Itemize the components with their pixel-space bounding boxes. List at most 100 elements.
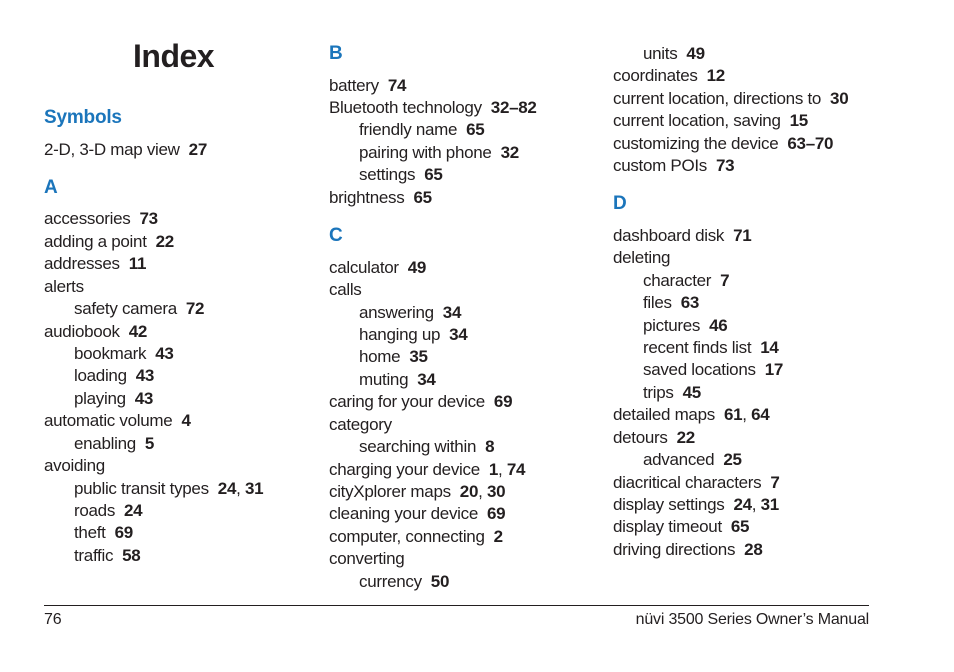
page-reference[interactable]: 1 [488, 460, 499, 479]
index-subentry: bookmark 43 [74, 343, 174, 365]
page-reference[interactable]: 32–82 [490, 98, 537, 117]
page-reference[interactable]: 43 [135, 366, 155, 385]
page-reference[interactable]: 17 [764, 360, 784, 379]
page-reference[interactable]: 35 [409, 347, 428, 366]
page-reference[interactable]: 63 [680, 293, 700, 312]
page-reference[interactable]: 22 [155, 232, 175, 251]
index-subentry: searching within 8 [359, 436, 495, 458]
page-reference[interactable]: 71 [733, 226, 752, 245]
page-reference[interactable]: 45 [682, 383, 702, 402]
page-separator: , [498, 460, 507, 479]
page-reference[interactable]: 43 [134, 389, 154, 408]
page-reference[interactable]: 42 [128, 322, 148, 341]
index-term: theft [74, 523, 106, 542]
index-term: enabling [74, 434, 136, 453]
page-reference[interactable]: 69 [486, 504, 506, 523]
index-subentry: public transit types 24, 31 [74, 478, 264, 500]
index-entry: converting [329, 548, 405, 570]
index-term: avoiding [44, 456, 105, 475]
page-reference[interactable]: 74 [506, 460, 526, 479]
index-term: deleting [613, 248, 671, 267]
page-reference[interactable]: 65 [424, 165, 443, 184]
page-separator: , [236, 479, 245, 498]
index-entry: current location, directions to 30 [613, 88, 849, 110]
page-reference[interactable]: 20 [459, 482, 479, 501]
index-term: currency [359, 572, 422, 591]
page-reference[interactable]: 73 [716, 156, 735, 175]
index-term: bookmark [74, 344, 147, 363]
index-term: Bluetooth technology [329, 98, 482, 117]
index-entry: adding a point 22 [44, 231, 174, 253]
page-reference[interactable]: 31 [760, 495, 780, 514]
page-reference[interactable]: 61 [723, 405, 743, 424]
page-reference[interactable]: 14 [760, 338, 779, 357]
index-entry: cityXplorer maps 20, 30 [329, 481, 506, 503]
index-term: automatic volume [44, 411, 173, 430]
page-reference[interactable]: 15 [789, 111, 809, 130]
index-entry: Bluetooth technology 32–82 [329, 97, 537, 119]
page-reference[interactable]: 74 [387, 76, 407, 95]
page-reference[interactable]: 65 [730, 517, 750, 536]
index-term: calls [329, 280, 362, 299]
page-reference[interactable]: 12 [706, 66, 726, 85]
page-reference[interactable]: 49 [686, 44, 705, 63]
page-reference[interactable]: 7 [770, 473, 780, 492]
page-reference[interactable]: 2 [493, 527, 503, 546]
page-reference[interactable]: 65 [466, 120, 485, 139]
page-reference[interactable]: 46 [709, 316, 728, 335]
page-reference[interactable]: 43 [155, 344, 174, 363]
page-reference[interactable]: 32 [500, 143, 520, 162]
index-entry: deleting [613, 247, 670, 269]
page-reference[interactable]: 65 [413, 188, 432, 207]
page-reference[interactable]: 27 [188, 140, 208, 159]
page-reference[interactable]: 72 [185, 299, 205, 318]
index-term: computer, connecting [329, 527, 485, 546]
page-reference[interactable]: 58 [122, 546, 141, 565]
index-section-heading: C [329, 225, 343, 246]
page-reference[interactable]: 34 [417, 370, 436, 389]
page-reference[interactable]: 11 [128, 254, 147, 273]
page-reference[interactable]: 69 [493, 392, 513, 411]
page-reference[interactable]: 24 [733, 495, 752, 514]
index-term: loading [74, 366, 127, 385]
index-term: pairing with phone [359, 143, 492, 162]
page-reference[interactable]: 63–70 [787, 134, 834, 153]
index-term: category [329, 415, 392, 434]
page-reference[interactable]: 49 [407, 258, 427, 277]
index-term: 2-D, 3-D map view [44, 140, 180, 159]
page-reference[interactable]: 4 [181, 411, 191, 430]
index-term: recent finds list [643, 338, 752, 357]
index-subentry: friendly name 65 [359, 119, 485, 141]
index-entry: display timeout 65 [613, 516, 750, 538]
index-subentry: loading 43 [74, 365, 154, 387]
page-reference[interactable]: 64 [751, 405, 770, 424]
page-reference[interactable]: 30 [830, 89, 849, 108]
index-term: home [359, 347, 401, 366]
page-reference[interactable]: 25 [723, 450, 742, 469]
index-entry: cleaning your device 69 [329, 503, 506, 525]
index-term: files [643, 293, 672, 312]
index-term: alerts [44, 277, 84, 296]
page-reference[interactable]: 22 [676, 428, 696, 447]
page-reference[interactable]: 28 [744, 540, 763, 559]
page-reference[interactable]: 8 [485, 437, 495, 456]
index-subentry: answering 34 [359, 302, 461, 324]
index-term: traffic [74, 546, 114, 565]
page-reference[interactable]: 30 [486, 482, 506, 501]
index-entry: current location, saving 15 [613, 110, 808, 132]
page-reference[interactable]: 7 [720, 271, 730, 290]
index-term: brightness [329, 188, 405, 207]
page-reference[interactable]: 24 [124, 501, 143, 520]
page-reference[interactable]: 69 [114, 523, 134, 542]
page-reference[interactable]: 34 [449, 325, 468, 344]
page-reference[interactable]: 5 [144, 434, 155, 453]
index-subentry: playing 43 [74, 388, 153, 410]
index-entry: audiobook 42 [44, 321, 147, 343]
page-reference[interactable]: 50 [430, 572, 450, 591]
page-reference[interactable]: 31 [244, 479, 264, 498]
page-reference[interactable]: 34 [442, 303, 462, 322]
index-subentry: trips 45 [643, 382, 701, 404]
page-reference[interactable]: 24 [217, 479, 237, 498]
page-reference[interactable]: 73 [139, 209, 158, 228]
index-term: current location, saving [613, 111, 781, 130]
